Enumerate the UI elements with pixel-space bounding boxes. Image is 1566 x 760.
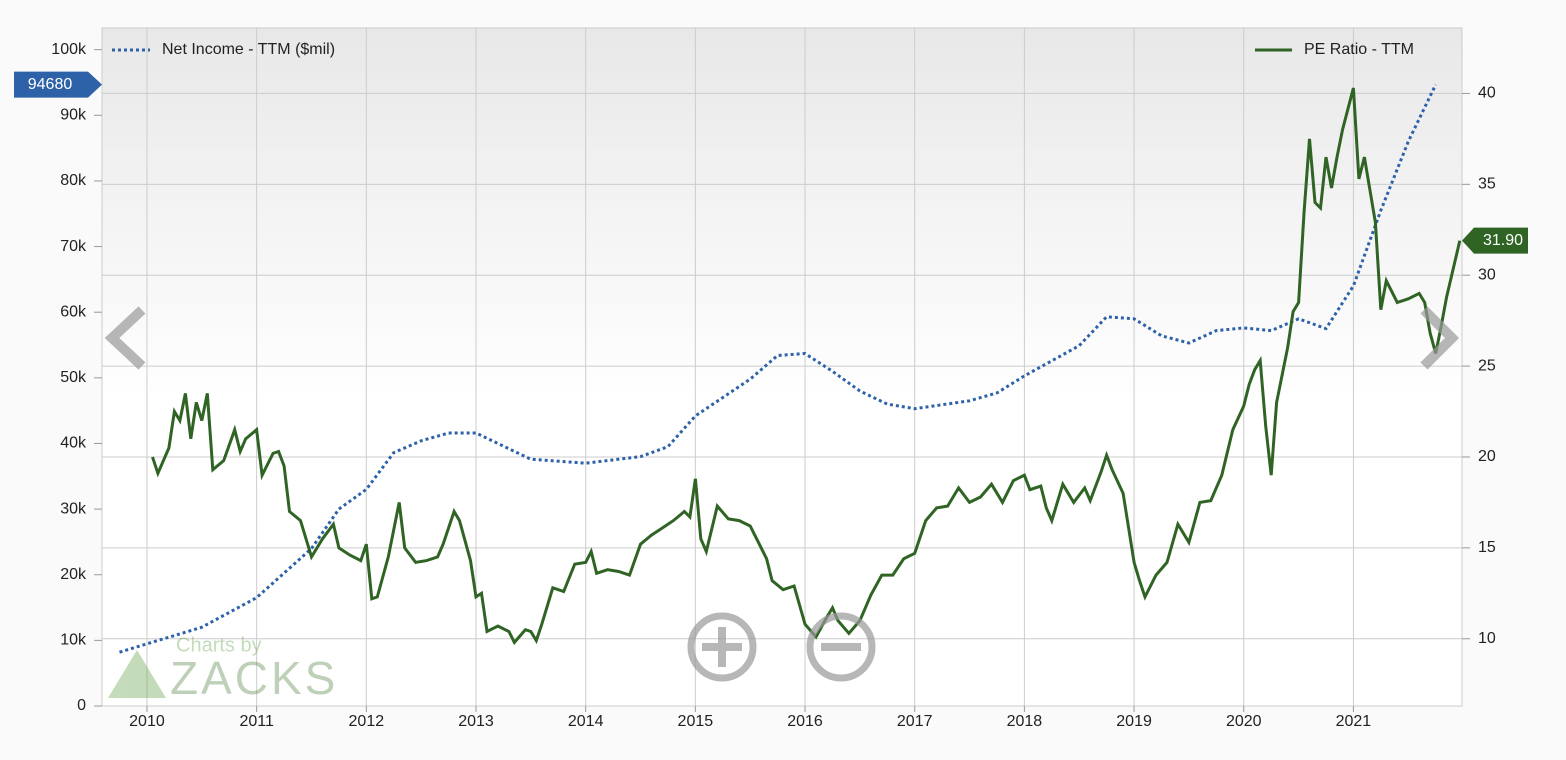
legend-label: PE Ratio - TTM (1304, 41, 1414, 58)
y2-tick-label: 10 (1478, 630, 1496, 647)
end-label: 31.90 (1483, 232, 1523, 249)
y-tick-label: 100k (51, 41, 87, 58)
end-flag (1462, 227, 1528, 254)
y-tick-label: 40k (60, 435, 87, 452)
y2-tick-label: 15 (1478, 539, 1496, 556)
y2-tick-label: 40 (1478, 85, 1496, 102)
x-tick-label: 2019 (1116, 713, 1152, 730)
series-line (151, 87, 1462, 646)
watermark: Charts by ZACKS (108, 634, 338, 704)
watermark-text: Charts by (176, 634, 262, 656)
x-tick-label: 2011 (239, 713, 274, 730)
x-tick-label: 2010 (129, 713, 165, 730)
x-tick-label: 2012 (349, 713, 385, 730)
x-tick-label: 2018 (1007, 713, 1043, 730)
zoom-out[interactable] (806, 612, 876, 682)
end-flag (14, 71, 102, 98)
series-line (119, 83, 1438, 654)
y2-tick-label: 20 (1478, 448, 1496, 465)
y-tick-label: 10k (60, 632, 87, 649)
y-tick-label: 0 (77, 697, 86, 714)
x-tick-label: 2017 (897, 713, 933, 730)
y-tick-label: 70k (60, 238, 87, 255)
y-tick-label: 60k (60, 303, 87, 320)
watermark-text: ZACKS (170, 652, 338, 704)
plot-area (101, 27, 1463, 707)
x-tick-label: 2015 (678, 713, 714, 730)
legend-label: Net Income - TTM ($mil) (162, 41, 335, 58)
x-tick-label: 2014 (568, 713, 604, 730)
y-tick-label: 50k (60, 369, 87, 386)
nav-left[interactable] (104, 306, 146, 370)
x-tick-label: 2021 (1336, 713, 1372, 730)
y-tick-label: 30k (60, 500, 87, 517)
y2-tick-label: 30 (1478, 266, 1496, 283)
y-tick-label: 90k (60, 107, 87, 124)
y2-tick-label: 25 (1478, 357, 1496, 374)
y-tick-label: 80k (60, 172, 87, 189)
zoom-in[interactable] (687, 612, 757, 682)
x-tick-label: 2020 (1226, 713, 1262, 730)
nav-right[interactable] (1420, 306, 1460, 370)
end-label: 94680 (28, 76, 73, 93)
watermark-logo (108, 650, 166, 698)
y2-tick-label: 35 (1478, 176, 1496, 193)
x-tick-label: 2013 (458, 713, 494, 730)
x-tick-label: 2016 (787, 713, 823, 730)
y-tick-label: 20k (60, 566, 87, 583)
